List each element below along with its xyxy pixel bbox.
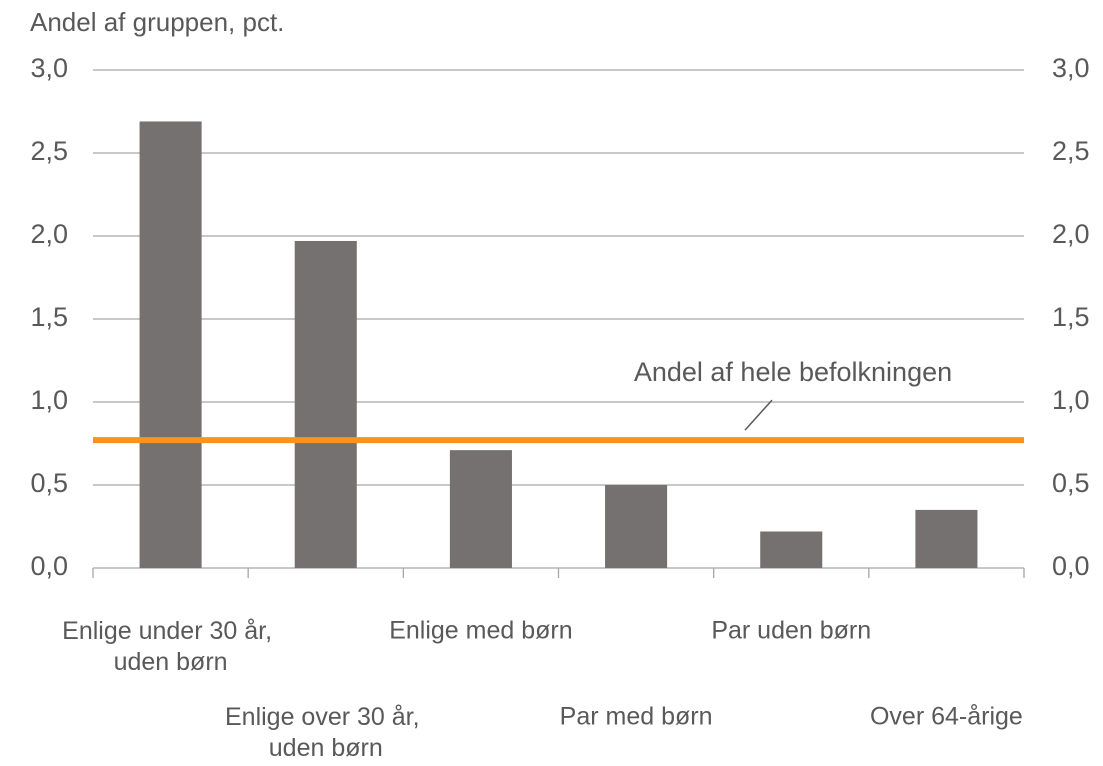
x-tick-label: Enlige med børn	[389, 617, 572, 645]
x-tick-label: Par med børn	[560, 703, 713, 731]
x-tick-label: Par uden børn	[711, 617, 871, 645]
y-tick-label: 2,0	[30, 219, 68, 249]
y-tick-label: 1,5	[30, 302, 68, 332]
y-tick-label: 3,0	[30, 53, 68, 83]
x-tick-label: Enlige over 30 år, uden børn	[225, 703, 427, 762]
x-tick-label: Over 64-årige	[870, 703, 1023, 731]
y-tick-label: 0,5	[30, 468, 68, 498]
y-tick-label: 0,0	[30, 551, 68, 581]
y2-tick-label: 3,0	[1052, 53, 1090, 83]
x-tick-label: Enlige under 30 år, uden børn	[62, 617, 279, 676]
reference-label: Andel af hele befolkningen	[634, 357, 952, 387]
bar	[139, 121, 202, 569]
y2-tick-label: 1,0	[1052, 385, 1090, 415]
bar	[605, 485, 668, 568]
bar	[449, 450, 512, 568]
y-tick-label: 2,5	[30, 136, 68, 166]
bar	[760, 531, 823, 568]
y2-tick-label: 0,0	[1052, 551, 1090, 581]
bar	[294, 240, 357, 569]
y-tick-label: 1,0	[30, 385, 68, 415]
y2-tick-label: 0,5	[1052, 468, 1090, 498]
annotation-leader	[744, 399, 773, 431]
bar	[915, 509, 978, 568]
y2-tick-label: 2,5	[1052, 136, 1090, 166]
y2-tick-label: 1,5	[1052, 302, 1090, 332]
y-axis-label: Andel af gruppen, pct.	[30, 7, 284, 37]
y2-tick-label: 2,0	[1052, 219, 1090, 249]
